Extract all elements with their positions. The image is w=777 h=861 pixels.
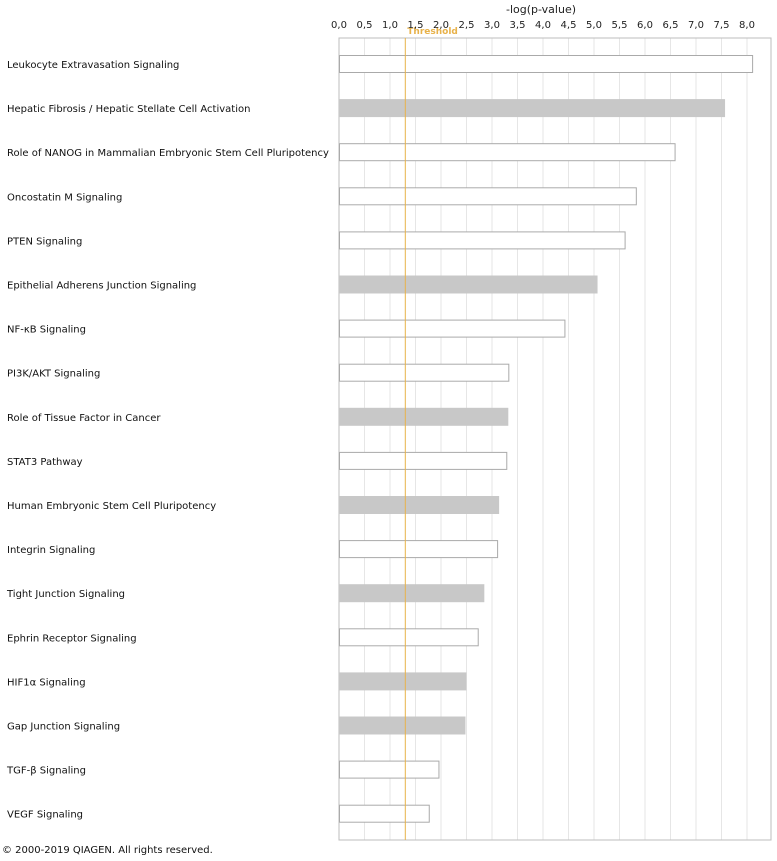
category-label: Role of NANOG in Mammalian Embryonic Ste… [7, 148, 329, 159]
x-tick-label: 5,0 [586, 20, 602, 31]
grid-lines [338, 37, 772, 841]
bar [339, 804, 430, 823]
bar [339, 319, 566, 338]
category-label: NF-κB Signaling [7, 325, 86, 336]
x-axis-title: -log(p-value) [506, 3, 576, 16]
x-tick-label: 3,0 [484, 20, 500, 31]
category-label: Leukocyte Extravasation Signaling [7, 60, 179, 71]
category-label: Integrin Signaling [7, 545, 95, 556]
bar [339, 496, 500, 514]
x-tick-label: 6,0 [637, 20, 653, 31]
category-label: Ephrin Receptor Signaling [7, 633, 137, 644]
x-tick-label: 4,0 [535, 20, 551, 31]
x-tick-label: 7,5 [714, 20, 730, 31]
x-tick-label: 4,5 [561, 20, 577, 31]
category-label: VEGF Signaling [7, 810, 83, 821]
bar [339, 99, 726, 118]
bar [339, 363, 510, 382]
x-tick-label: 1,5 [408, 20, 424, 31]
category-label: PI3K/AKT Signaling [7, 369, 100, 380]
bars [339, 55, 754, 823]
x-tick-label: 7,0 [688, 20, 704, 31]
threshold-label: Threshold [407, 27, 458, 37]
x-tick-label: 2,5 [459, 20, 475, 31]
copyright-notice: © 2000-2019 QIAGEN. All rights reserved. [2, 845, 213, 856]
category-label: PTEN Signaling [7, 236, 82, 247]
category-label: Role of Tissue Factor in Cancer [7, 413, 161, 424]
bar [339, 672, 467, 691]
x-tick-label: 5,5 [612, 20, 628, 31]
x-axis-ticks: 0,0 0,5 1,0 1,5 2,0 2,5 3,0 3,5 4,0 4,5 5,0 5,5 6,0 6… [331, 20, 755, 31]
category-label: HIF1α Signaling [7, 677, 86, 688]
bar [339, 716, 466, 735]
category-label: Oncostatin M Signaling [7, 192, 122, 203]
category-label: Gap Junction Signaling [7, 722, 120, 733]
category-label: Tight Junction Signaling [6, 589, 125, 600]
category-labels: Leukocyte Extravasation Signaling Hepatic… [6, 60, 329, 821]
plot-frame [338, 37, 772, 841]
bar [339, 628, 479, 647]
x-tick-label: 0,0 [331, 20, 347, 31]
x-tick-label: 2,0 [433, 20, 449, 31]
category-label: STAT3 Pathway [7, 457, 83, 468]
bar [339, 55, 754, 73]
x-tick-label: 6,5 [663, 20, 679, 31]
bar [339, 540, 499, 559]
threshold-marker: Threshold [404, 27, 458, 840]
x-tick-label: 8,0 [739, 20, 755, 31]
x-tick-label: 3,5 [510, 20, 526, 31]
bar [339, 407, 509, 426]
bar [339, 187, 637, 206]
category-label: Epithelial Adherens Junction Signaling [7, 281, 196, 292]
x-tick-label: 0,5 [357, 20, 373, 31]
category-label: TGF-β Signaling [6, 766, 86, 777]
bar [339, 760, 440, 779]
bar [339, 451, 508, 470]
bar [339, 275, 598, 294]
bar [339, 584, 485, 603]
x-tick-label: 1,0 [382, 20, 398, 31]
category-label: Human Embryonic Stem Cell Pluripotency [7, 501, 216, 512]
bar [339, 231, 626, 250]
category-label: Hepatic Fibrosis / Hepatic Stellate Cell… [7, 104, 250, 115]
bar [339, 143, 676, 162]
